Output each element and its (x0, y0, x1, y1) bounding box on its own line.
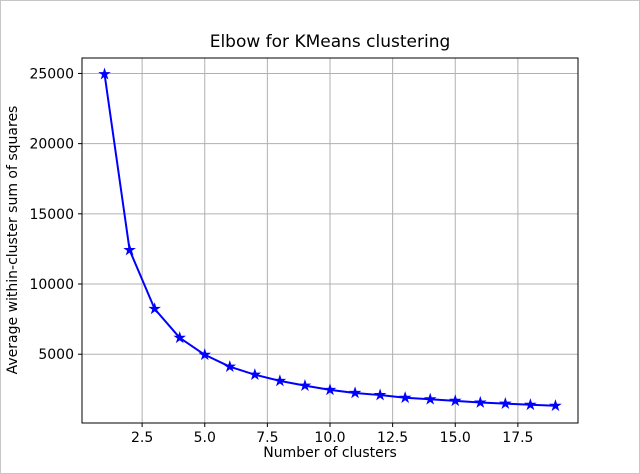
plot-border (81, 57, 579, 424)
x-tick-label: 7.5 (256, 430, 278, 446)
y-tick-label: 5000 (38, 347, 74, 363)
data-point-marker (348, 386, 362, 399)
y-tick-label: 15000 (29, 207, 74, 223)
x-tick-label: 12.5 (377, 430, 408, 446)
x-tick-label: 2.5 (131, 430, 153, 446)
data-point-marker (499, 397, 512, 409)
x-tick-label: 17.5 (502, 430, 533, 446)
chart-title: Elbow for KMeans clustering (209, 32, 451, 52)
y-axis-label: Average within-cluster sum of squares (5, 105, 21, 375)
data-point-marker (549, 399, 562, 412)
data-point-marker (448, 394, 462, 407)
data-point-marker (373, 388, 387, 401)
data-point-marker (323, 383, 337, 396)
data-point-marker (298, 379, 312, 392)
x-tick-label: 10.0 (314, 430, 345, 446)
data-point-marker (223, 360, 237, 373)
y-tick-label: 20000 (29, 137, 74, 153)
data-point-marker (423, 392, 437, 405)
data-point-marker (123, 243, 136, 256)
y-tick-label: 10000 (29, 277, 74, 293)
data-point-marker (98, 67, 111, 80)
data-point-marker (148, 302, 161, 315)
data-point-marker (198, 348, 212, 361)
data-point-marker (173, 331, 186, 344)
data-point-marker (248, 368, 262, 381)
data-point-marker (398, 391, 412, 404)
data-point-marker (524, 398, 537, 411)
y-tick-label: 25000 (29, 66, 74, 82)
x-tick-label: 15.0 (440, 430, 471, 446)
x-axis-label: Number of clusters (263, 445, 397, 461)
data-point-marker (474, 395, 487, 408)
data-point-marker (273, 374, 287, 387)
x-tick-label: 5.0 (194, 430, 216, 446)
